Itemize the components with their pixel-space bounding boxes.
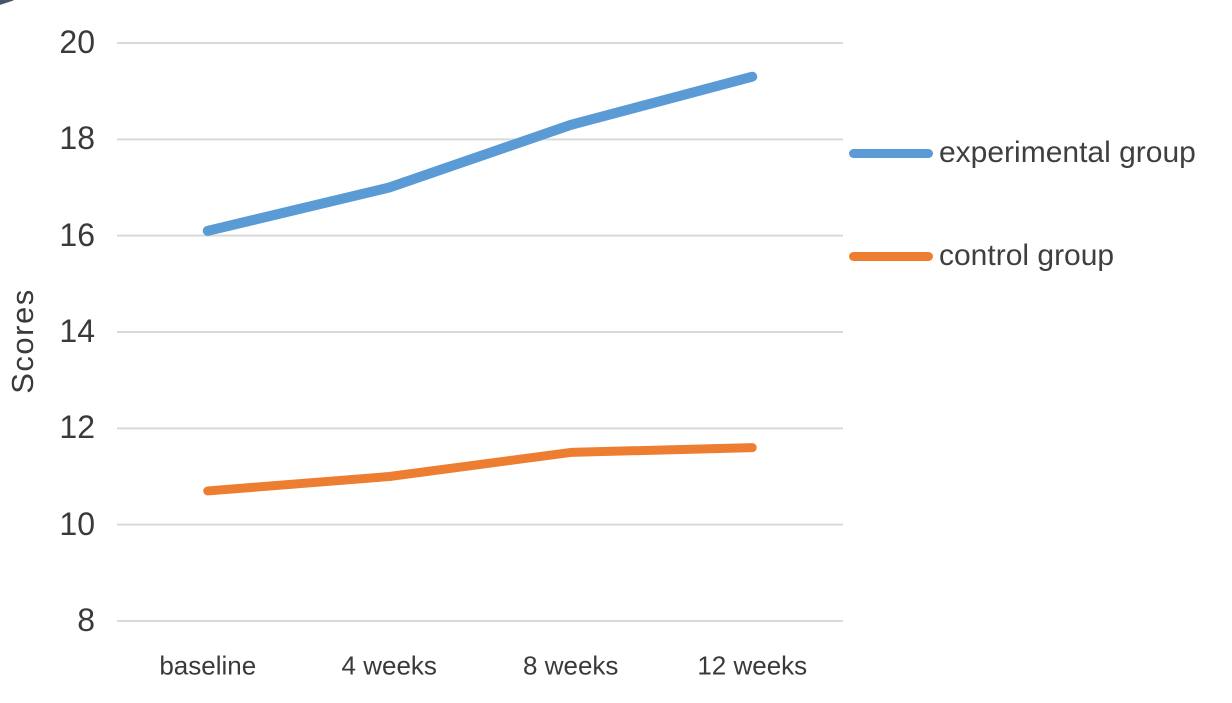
- y-tick-label: 8: [77, 601, 95, 638]
- y-tick-label: 14: [59, 312, 95, 349]
- x-tick-label-baseline: baseline: [159, 650, 257, 681]
- y-tick-label: 10: [59, 505, 95, 542]
- y-tick-label: 18: [59, 120, 95, 157]
- y-tick-label: 16: [59, 216, 95, 253]
- y-tick-label: 12: [59, 409, 95, 446]
- x-tick-label-12-weeks: 12 weeks: [697, 650, 808, 681]
- y-tick-label: 20: [59, 23, 95, 60]
- series-line-control-group: [203, 443, 757, 496]
- y-axis-title: Scores: [5, 288, 40, 394]
- x-tick-label-8-weeks: 8 weeks: [523, 650, 619, 681]
- series-line-experimental-group: [202, 71, 758, 236]
- x-tick-label-4-weeks: 4 weeks: [341, 650, 437, 681]
